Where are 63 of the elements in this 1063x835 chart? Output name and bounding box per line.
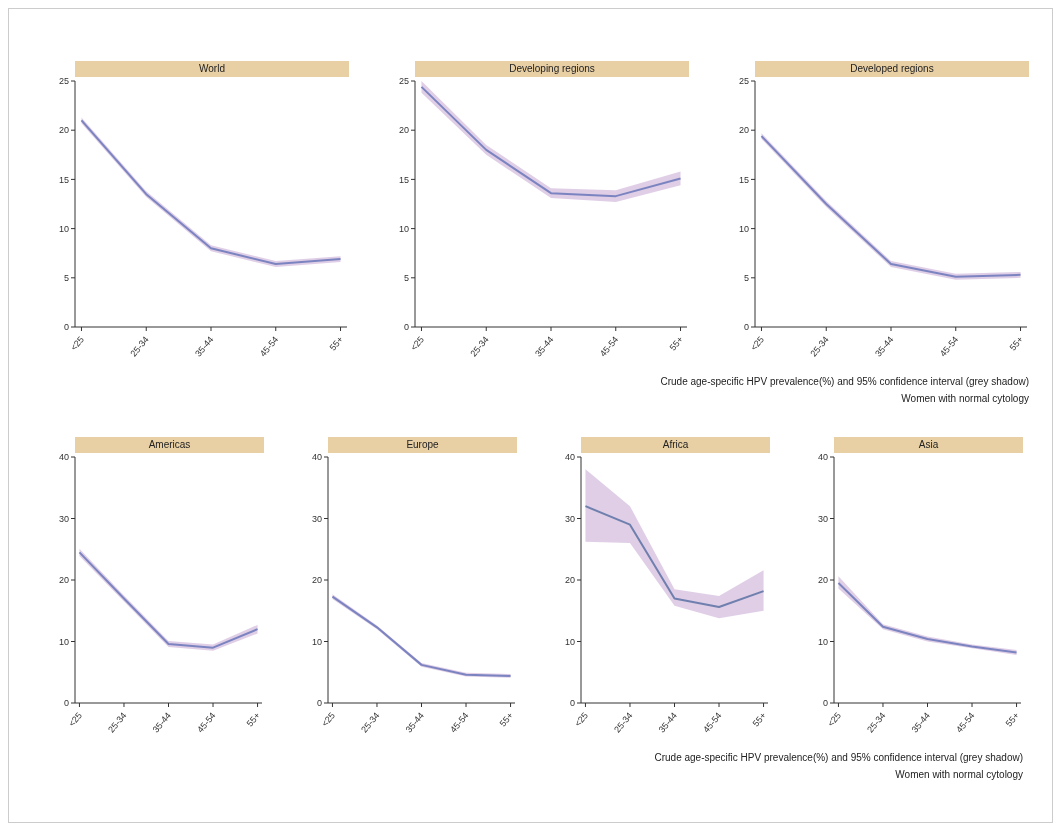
x-tick-label: 55+ bbox=[667, 334, 686, 353]
y-tick-label: 20 bbox=[398, 125, 409, 136]
x-tick-label: 55+ bbox=[1003, 710, 1022, 729]
y-tick-label: 0 bbox=[569, 698, 575, 709]
x-tick-label: 55+ bbox=[1007, 334, 1026, 353]
y-tick-label: 30 bbox=[311, 513, 322, 524]
y-tick-label: 10 bbox=[311, 636, 322, 647]
chart-title: Developed regions bbox=[755, 61, 1029, 77]
y-tick-label: 10 bbox=[58, 223, 69, 234]
y-tick-label: 25 bbox=[738, 76, 749, 87]
y-tick-label: 0 bbox=[63, 322, 69, 333]
y-tick-label: 5 bbox=[403, 272, 409, 283]
y-tick-label: 0 bbox=[316, 698, 322, 709]
y-tick-label: 40 bbox=[564, 452, 575, 463]
y-tick-label: 10 bbox=[398, 223, 409, 234]
y-tick-label: 20 bbox=[738, 125, 749, 136]
y-tick-label: 20 bbox=[311, 575, 322, 586]
y-tick-label: 10 bbox=[564, 636, 575, 647]
y-tick-label: 40 bbox=[817, 452, 828, 463]
x-tick-label: 55+ bbox=[497, 710, 516, 729]
y-tick-label: 0 bbox=[743, 322, 749, 333]
y-tick-label: 15 bbox=[738, 174, 749, 185]
x-tick-label: <25 bbox=[748, 334, 767, 353]
chart-title: Africa bbox=[581, 437, 770, 453]
x-tick-label: <25 bbox=[825, 710, 844, 729]
x-tick-label: <25 bbox=[572, 710, 591, 729]
y-tick-label: 25 bbox=[398, 76, 409, 87]
y-tick-label: 40 bbox=[58, 452, 69, 463]
y-tick-label: 0 bbox=[822, 698, 828, 709]
y-tick-label: 30 bbox=[58, 513, 69, 524]
x-tick-label: <25 bbox=[319, 710, 338, 729]
chart-title: Asia bbox=[834, 437, 1023, 453]
y-tick-label: 20 bbox=[58, 575, 69, 586]
y-tick-label: 10 bbox=[817, 636, 828, 647]
y-tick-label: 40 bbox=[311, 452, 322, 463]
text: Women with normal cytology bbox=[900, 392, 1029, 406]
y-tick-label: 30 bbox=[564, 513, 575, 524]
x-tick-label: 55+ bbox=[244, 710, 263, 729]
x-tick-label: 55+ bbox=[327, 334, 346, 353]
x-tick-label: <25 bbox=[68, 334, 87, 353]
y-tick-label: 20 bbox=[564, 575, 575, 586]
y-tick-label: 15 bbox=[398, 174, 409, 185]
chart-title: Developing regions bbox=[415, 61, 689, 77]
y-tick-label: 20 bbox=[58, 125, 69, 136]
chart-title: Americas bbox=[75, 437, 264, 453]
y-tick-label: 5 bbox=[63, 272, 69, 283]
y-tick-label: 10 bbox=[58, 636, 69, 647]
text: Crude age-specific HPV prevalence(%) and 95% confidence interval (grey shadow) bbox=[654, 751, 1023, 765]
y-tick-label: 0 bbox=[63, 698, 69, 709]
chart-title: Europe bbox=[328, 437, 517, 453]
y-tick-label: 25 bbox=[58, 76, 69, 87]
text: Crude age-specific HPV prevalence(%) and 95% confidence interval (grey shadow) bbox=[660, 375, 1029, 389]
y-tick-label: 5 bbox=[743, 272, 749, 283]
y-tick-label: 20 bbox=[817, 575, 828, 586]
x-tick-label: 55+ bbox=[750, 710, 769, 729]
text: Women with normal cytology bbox=[894, 768, 1023, 782]
x-tick-label: <25 bbox=[408, 334, 427, 353]
chart-title: World bbox=[75, 61, 349, 77]
x-tick-label: <25 bbox=[66, 710, 85, 729]
y-tick-label: 0 bbox=[403, 322, 409, 333]
y-tick-label: 10 bbox=[738, 223, 749, 234]
y-tick-label: 15 bbox=[58, 174, 69, 185]
y-tick-label: 30 bbox=[817, 513, 828, 524]
